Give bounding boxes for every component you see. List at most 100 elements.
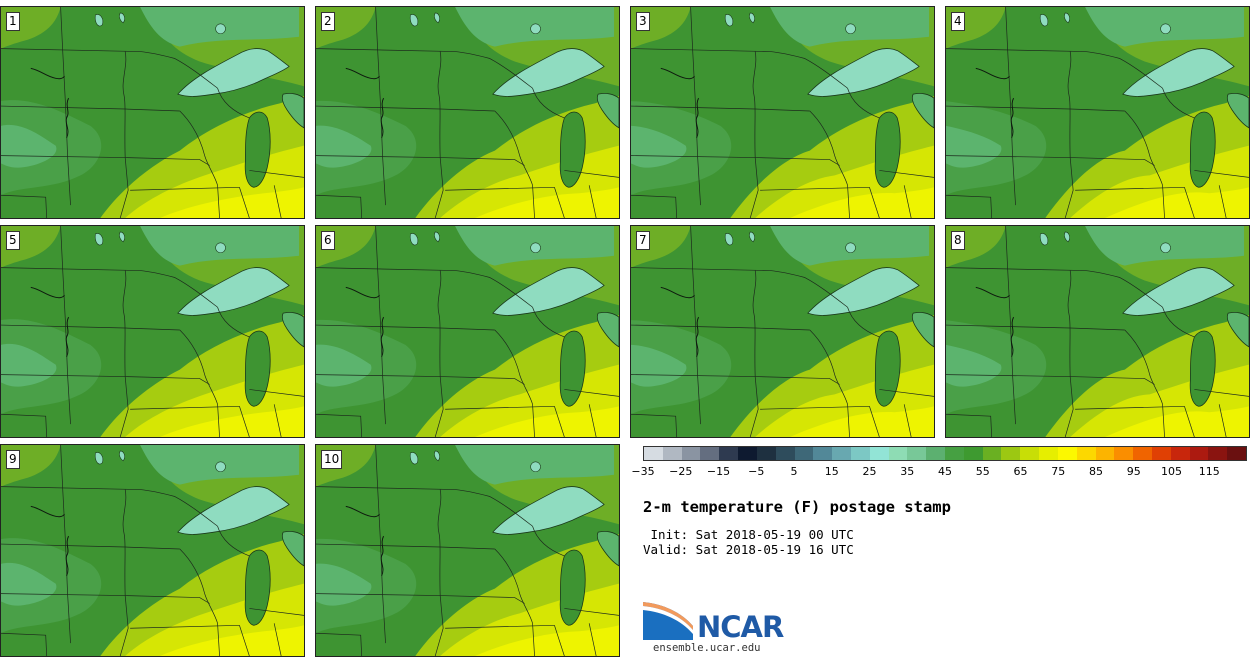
colorbar-cell [869,447,889,460]
member-number-label: 5 [6,231,20,250]
colorbar-cell [813,447,833,460]
lake-michigan [244,111,271,188]
temp-region-45-50-west [631,344,687,387]
lake-superior [1122,48,1235,97]
colorbar-tick-label: −15 [706,465,731,478]
lake-nipigon [845,23,856,35]
lake-of-the-woods [1039,14,1049,27]
ensemble-member-panel-5[interactable]: 5 [0,225,305,438]
colorbar-cell [1151,447,1171,460]
temp-region-75-80 [1104,406,1249,437]
colorbar-tick-label: 95 [1126,465,1141,478]
lake-huron [281,531,304,567]
colorbar-cell [644,447,663,460]
state-borders [316,7,619,218]
lake-superior [807,267,920,316]
lake-huron [1226,93,1249,129]
lake-michigan [244,549,271,626]
ensemble-member-panel-10[interactable]: 10 [315,444,620,657]
state-borders [631,226,934,437]
ensemble-member-panel-7[interactable]: 7 [630,225,935,438]
state-borders [316,445,619,656]
colorbar-cell [1133,447,1152,460]
temp-region-45-50-west [946,344,1002,387]
rivers [345,505,385,576]
rivers [345,286,385,357]
lake-nipigon [215,461,226,473]
colorbar-cell [1208,447,1228,460]
ncar-logo-text: NCAR [697,610,784,644]
lake-of-the-woods [409,233,419,246]
rivers [30,286,70,357]
temp-region-75-80 [474,406,619,437]
colorbar-cell [888,447,908,460]
lake-of-the-woods [94,452,104,465]
ensemble-member-panel-6[interactable]: 6 [315,225,620,438]
lake-nipigon [530,242,541,254]
colorbar-cell [1170,447,1190,460]
lake-nipigon [1160,23,1171,35]
rivers [345,67,385,138]
source-url: ensemble.ucar.edu [653,642,761,654]
colorbar-tick-label: 15 [824,465,839,478]
lake-nipigon [215,23,226,35]
colorbar-cell [1095,447,1115,460]
rivers [660,67,700,138]
lake-of-the-woods [1039,233,1049,246]
colorbar-cell [1057,447,1077,460]
member-number-label: 3 [636,12,650,31]
lake-huron [596,531,619,567]
member-number-label: 1 [6,12,20,31]
temp-region-45-50-west [1,124,57,168]
temperature-colorbar [643,446,1247,461]
colorbar-cell [1114,447,1134,460]
ensemble-member-panel-9[interactable]: 9 [0,444,305,657]
ensemble-member-panel-8[interactable]: 8 [945,225,1250,438]
lake-michigan [559,330,586,407]
init-time: Init: Sat 2018-05-19 00 UTC [643,527,854,542]
state-borders [946,7,1249,218]
colorbar-cell [662,447,682,460]
lake-michigan [874,111,901,188]
colorbar-cell [719,447,739,460]
colorbar-cell [963,447,983,460]
ensemble-member-panel-3[interactable]: 3 [630,6,935,219]
lake-of-the-woods [94,14,104,27]
lake-winnipegosis [1064,231,1070,243]
colorbar-tick-labels: −35 −25 −15 −5 5 15 25 35 45 55 65 75 85 95 105 115 [631,465,1247,481]
lake-michigan [244,330,271,407]
colorbar-tick-label: −25 [669,465,693,478]
member-number-label: 7 [636,231,650,250]
lake-of-the-woods [94,233,104,246]
colorbar-cell [907,447,927,460]
state-borders [1,445,304,656]
temp-region-45-50-west [316,125,372,168]
temp-region-45-50-west [1,343,57,387]
state-borders [631,7,934,218]
colorbar-cell [1001,447,1021,460]
state-borders [1,226,304,437]
colorbar-tick-label: 35 [900,465,915,478]
lake-huron [596,312,619,348]
lake-huron [911,312,934,348]
colorbar-cell [1227,447,1246,460]
lake-of-the-woods [724,233,734,246]
lake-winnipegosis [749,12,755,24]
temp-region-75-80 [474,187,619,218]
lake-winnipegosis [434,231,440,243]
ensemble-member-panel-2[interactable]: 2 [315,6,620,219]
colorbar-cell [775,447,795,460]
colorbar-cell [681,447,701,460]
colorbar-tick-label: 5 [790,465,798,478]
lake-nipigon [215,242,226,254]
temp-region-75-80 [789,187,934,218]
colorbar-tick-label: 115 [1198,465,1220,478]
temp-region-75-80 [159,625,304,656]
colorbar-cell [1020,447,1040,460]
rivers [975,67,1015,138]
colorbar-tick-label: 105 [1161,465,1182,478]
ensemble-member-panel-4[interactable]: 4 [945,6,1250,219]
temp-region-45-50-west [946,125,1002,168]
state-borders [316,226,619,437]
ensemble-member-panel-1[interactable]: 1 [0,6,305,219]
